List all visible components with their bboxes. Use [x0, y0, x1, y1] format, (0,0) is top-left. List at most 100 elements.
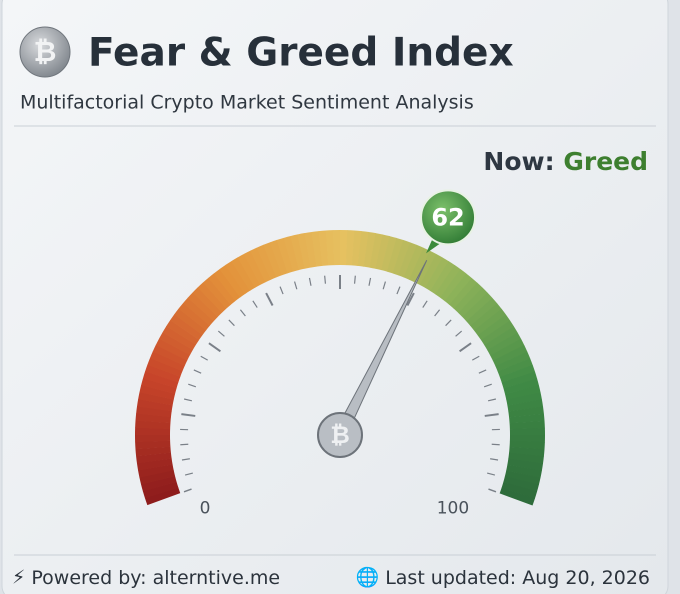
- gauge-band: [149, 351, 185, 372]
- gauge-band: [231, 257, 256, 291]
- gauge-band: [256, 244, 277, 280]
- gauge-band: [490, 338, 525, 361]
- bitcoin-symbol: ₿: [34, 35, 57, 68]
- gauge-band: [237, 253, 261, 288]
- gauge-band: [142, 371, 179, 389]
- minor-tick: [252, 300, 258, 308]
- gauge-band: [509, 446, 545, 457]
- gauge-band: [135, 427, 171, 435]
- gauge-band: [225, 260, 251, 295]
- gauge-band: [141, 378, 177, 394]
- gauge-band: [503, 476, 539, 492]
- tick-label: 100: [437, 498, 469, 518]
- gauge-band: [414, 250, 437, 286]
- gauge-band: [444, 273, 473, 305]
- gauge: 0 100 ₿ 62: [134, 189, 546, 518]
- gauge-band: [351, 230, 362, 266]
- powered-by: ⚡ Powered by: alterntive.me: [12, 567, 280, 589]
- minor-tick: [484, 413, 499, 417]
- tick-mark: [183, 488, 192, 493]
- minor-tick: [471, 355, 480, 361]
- gauge-band: [453, 282, 483, 313]
- subtitle: Multifactorial Crypto Market Sentiment A…: [20, 92, 474, 114]
- gauge-band: [340, 230, 348, 266]
- hub-symbol: ₿: [330, 421, 350, 449]
- gauge-band: [174, 308, 207, 336]
- gauge-band: [166, 320, 200, 345]
- title: Fear & Greed Index: [88, 31, 514, 76]
- gauge-band: [507, 399, 544, 412]
- minor-tick: [353, 275, 356, 284]
- minor-tick: [188, 383, 197, 388]
- gauge-band: [135, 440, 171, 450]
- gauge-band: [504, 385, 541, 400]
- value-label: 62: [431, 203, 464, 231]
- minor-tick: [422, 300, 428, 308]
- gauge-band: [507, 458, 544, 471]
- gauge-band: [480, 320, 515, 346]
- minor-tick: [279, 286, 284, 295]
- gauge-band: [435, 265, 461, 298]
- gauge-band: [138, 464, 174, 478]
- minor-tick: [228, 319, 235, 327]
- gauge-band: [269, 239, 288, 276]
- gauge-band: [170, 314, 203, 340]
- minor-tick: [265, 292, 274, 306]
- gauge-band: [487, 332, 522, 356]
- minor-tick: [293, 281, 298, 290]
- minor-tick: [181, 413, 196, 417]
- gauge-band: [458, 287, 488, 318]
- minor-tick: [324, 275, 327, 284]
- gauge-band: [470, 303, 502, 331]
- tick-label: 0: [200, 498, 211, 518]
- minor-tick: [459, 342, 472, 353]
- gauge-band: [182, 297, 214, 326]
- gauge-band: [509, 413, 545, 424]
- gauge-band: [466, 297, 498, 326]
- gauge-band: [357, 231, 369, 267]
- gauge-band: [375, 234, 390, 271]
- gauge-band: [290, 234, 305, 271]
- minor-tick: [184, 472, 193, 476]
- gauge-band: [276, 237, 294, 274]
- gauge-band: [135, 413, 171, 424]
- minor-tick: [406, 292, 415, 306]
- bitcoin-icon: [19, 26, 71, 78]
- gauge-band: [369, 233, 383, 269]
- minor-tick: [490, 458, 499, 461]
- gauge-band: [499, 364, 536, 383]
- gauge-band: [409, 247, 431, 283]
- gauge-band: [403, 244, 424, 280]
- gauge-band: [144, 487, 181, 506]
- minor-tick: [483, 383, 492, 388]
- gauge-band: [499, 487, 535, 506]
- gauge-band: [497, 358, 533, 378]
- gauge-band: [136, 399, 173, 412]
- gauge-band: [197, 282, 227, 313]
- gauge-band: [136, 458, 173, 471]
- minor-tick: [487, 472, 496, 476]
- last-updated: 🌐 Last updated: Aug 20, 2026: [355, 566, 650, 589]
- minor-tick: [434, 309, 441, 317]
- gauge-band: [219, 264, 246, 298]
- gauge-band: [503, 378, 539, 395]
- gauge-band: [386, 237, 404, 274]
- gauge-band: [178, 302, 210, 331]
- minor-tick: [308, 277, 312, 286]
- minor-tick: [487, 398, 497, 402]
- gauge-band: [147, 357, 183, 377]
- status: Now: Greed: [483, 147, 648, 176]
- gauge-band: [509, 420, 545, 430]
- minor-tick: [200, 355, 209, 361]
- gauge-band: [506, 392, 542, 406]
- minor-tick: [445, 319, 452, 327]
- gauge-band: [439, 269, 467, 302]
- gauge-band: [492, 345, 528, 367]
- gauge-band: [142, 481, 179, 499]
- gauge-band: [462, 292, 493, 322]
- gauge-band: [158, 332, 193, 356]
- gauge-band: [419, 253, 443, 288]
- gauge-band: [325, 230, 335, 266]
- gauge-band: [392, 240, 411, 276]
